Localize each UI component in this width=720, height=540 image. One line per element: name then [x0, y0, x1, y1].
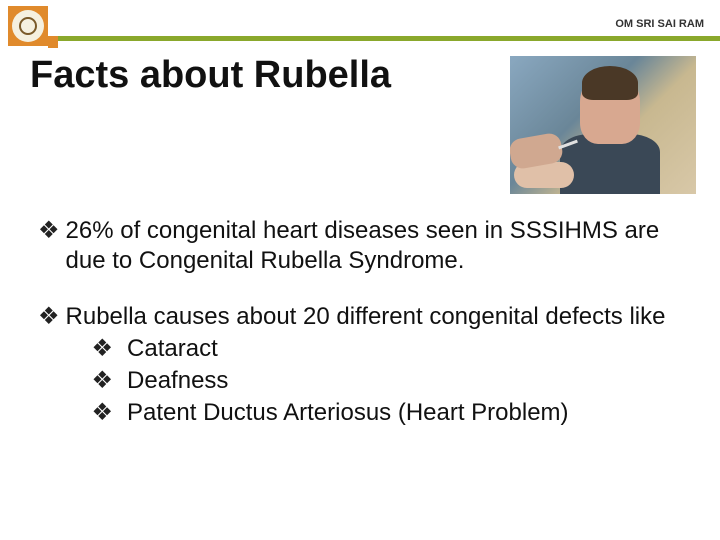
- sub-text: Deafness: [127, 366, 228, 396]
- accent-underline: [54, 36, 720, 41]
- diamond-bullet-icon: ❖: [38, 216, 60, 246]
- bullet-item: ❖ 26% of congenital heart diseases seen …: [38, 216, 696, 276]
- sub-text: Cataract: [127, 334, 218, 364]
- diamond-bullet-icon: ❖: [92, 366, 114, 396]
- sub-item: ❖ Patent Ductus Arteriosus (Heart Proble…: [92, 398, 666, 428]
- diamond-bullet-icon: ❖: [38, 302, 60, 332]
- header-bar: OM SRI SAI RAM: [0, 0, 720, 46]
- bullet-item: ❖ Rubella causes about 20 different cong…: [38, 302, 696, 430]
- accent-block: [48, 36, 58, 48]
- bullet-text-span: Rubella causes about 20 different congen…: [66, 303, 666, 330]
- sub-item: ❖ Cataract: [92, 334, 666, 364]
- header-label: OM SRI SAI RAM: [615, 18, 704, 30]
- content-area: ❖ 26% of congenital heart diseases seen …: [38, 216, 696, 432]
- bullet-text: Rubella causes about 20 different congen…: [66, 302, 666, 430]
- bullet-text: 26% of congenital heart diseases seen in…: [66, 216, 696, 276]
- sub-text: Patent Ductus Arteriosus (Heart Problem): [127, 398, 569, 428]
- hero-image-vaccination: [510, 56, 696, 194]
- sub-item: ❖ Deafness: [92, 366, 666, 396]
- sub-list: ❖ Cataract ❖ Deafness ❖ Patent Ductus Ar…: [92, 334, 666, 428]
- logo-emblem-icon: [12, 10, 44, 42]
- logo: [8, 6, 48, 46]
- diamond-bullet-icon: ❖: [92, 398, 114, 428]
- diamond-bullet-icon: ❖: [92, 334, 114, 364]
- page-title: Facts about Rubella: [30, 54, 391, 97]
